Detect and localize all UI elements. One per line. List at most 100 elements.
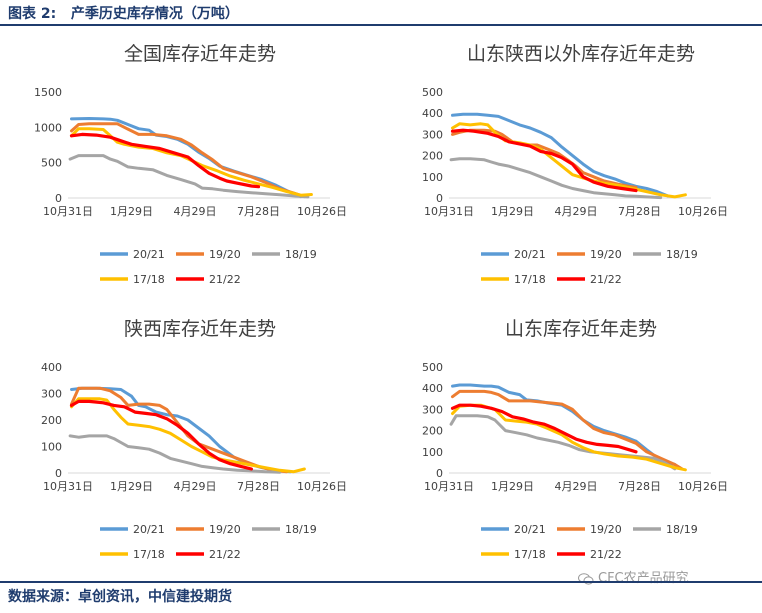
legend-item: 18/19 <box>252 523 317 536</box>
chart-title: 陕西库存近年走势 <box>124 318 276 340</box>
legend-item: 21/22 <box>176 273 241 286</box>
y-tick-label: 0 <box>436 467 443 480</box>
series-line-21-22 <box>450 128 638 193</box>
watermark: CFC农产品研究 <box>578 567 689 586</box>
legend-item: 20/21 <box>481 523 546 536</box>
legend-item: 17/18 <box>100 548 165 561</box>
y-tick-label: 400 <box>422 107 443 120</box>
y-tick-label: 100 <box>422 171 443 184</box>
chart-national-inventory: 全国库存近年走势 0 500 1000 1500 10月31日 1月29日 4月29日 7月28… <box>34 43 347 286</box>
legend-item: 20/21 <box>481 248 546 261</box>
y-tick-label: 500 <box>422 86 443 99</box>
y-tick-label: 300 <box>422 128 443 141</box>
series-line-19-20 <box>70 386 289 474</box>
legend-label: 21/22 <box>209 273 241 286</box>
legend-item: 21/22 <box>557 273 622 286</box>
legend-item: 18/19 <box>252 248 317 261</box>
x-tick-label: 1月29日 <box>491 205 534 218</box>
x-tick-label: 7月28日 <box>237 480 280 493</box>
legend-label: 17/18 <box>133 548 165 561</box>
legend-item: 19/20 <box>176 248 241 261</box>
series-line-17-18 <box>451 403 687 472</box>
x-tick-label: 10月26日 <box>297 205 347 218</box>
series-line-20-21 <box>451 383 677 466</box>
series-line-18-19 <box>449 157 663 200</box>
header-divider <box>0 24 762 26</box>
x-tick-label: 10月31日 <box>424 205 474 218</box>
legend-label: 20/21 <box>133 523 165 536</box>
legend-item: 18/19 <box>633 523 698 536</box>
legend-item: 17/18 <box>481 273 546 286</box>
y-tick-label: 200 <box>422 425 443 438</box>
y-tick-label: 100 <box>422 446 443 459</box>
x-tick-label: 4月29日 <box>555 205 598 218</box>
y-tick-label: 400 <box>422 382 443 395</box>
chart-title: 全国库存近年走势 <box>124 43 276 65</box>
y-tick-label: 0 <box>436 192 443 205</box>
legend-item: 19/20 <box>557 523 622 536</box>
legend-label: 19/20 <box>590 248 622 261</box>
y-tick-label: 200 <box>41 414 62 427</box>
legend-label: 19/20 <box>590 523 622 536</box>
x-tick-label: 7月28日 <box>618 205 661 218</box>
legend-label: 17/18 <box>514 273 546 286</box>
legend-item: 17/18 <box>481 548 546 561</box>
series-line-18-19 <box>449 414 677 471</box>
x-tick-label: 10月26日 <box>297 480 347 493</box>
legend-label: 17/18 <box>133 273 165 286</box>
legend-label: 19/20 <box>209 523 241 536</box>
legend-item: 21/22 <box>176 548 241 561</box>
x-tick-label: 7月28日 <box>237 205 280 218</box>
x-tick-label: 1月29日 <box>110 205 153 218</box>
legend-item: 19/20 <box>176 523 241 536</box>
legend-label: 19/20 <box>209 248 241 261</box>
x-tick-label: 10月26日 <box>678 205 728 218</box>
series-line-21-22 <box>450 403 638 454</box>
x-tick-label: 1月29日 <box>110 480 153 493</box>
legend-item: 20/21 <box>100 523 165 536</box>
legend-label: 21/22 <box>209 548 241 561</box>
x-tick-label: 1月29日 <box>491 480 534 493</box>
y-tick-label: 400 <box>41 361 62 374</box>
series-line-20-21 <box>451 112 670 198</box>
legend-label: 18/19 <box>285 248 317 261</box>
chart-title: 山东陕西以外库存近年走势 <box>467 43 695 65</box>
x-tick-label: 4月29日 <box>174 205 217 218</box>
series-line-19-20 <box>70 122 306 199</box>
series-line-18-19 <box>68 154 310 199</box>
y-tick-label: 500 <box>422 361 443 374</box>
chart-shaanxi-inventory: 陕西库存近年走势 0 100 200 300 400 10月31日 1月29日 4月29日 7月2… <box>41 318 347 561</box>
x-tick-label: 10月31日 <box>424 480 474 493</box>
legend-label: 18/19 <box>666 248 698 261</box>
figure-title: 图表 2: 产季历史库存情况（万吨） <box>8 6 239 22</box>
source-note: 数据来源：卓创资讯，中信建投期货 <box>8 589 232 605</box>
legend-item: 18/19 <box>633 248 698 261</box>
legend-item: 21/22 <box>557 548 622 561</box>
legend-item: 19/20 <box>557 248 622 261</box>
series-line-17-18 <box>70 397 306 474</box>
legend-item: 20/21 <box>100 248 165 261</box>
x-tick-label: 4月29日 <box>555 480 598 493</box>
legend-item: 17/18 <box>100 273 165 286</box>
chart-title: 山东库存近年走势 <box>505 318 657 340</box>
legend-label: 20/21 <box>514 248 546 261</box>
legend-label: 21/22 <box>590 548 622 561</box>
series-line-18-19 <box>68 434 282 474</box>
legend-label: 17/18 <box>514 548 546 561</box>
series-line-17-18 <box>451 122 687 199</box>
y-tick-label: 300 <box>41 388 62 401</box>
y-tick-label: 100 <box>41 441 62 454</box>
legend-label: 21/22 <box>590 273 622 286</box>
series-line-19-20 <box>451 128 638 189</box>
y-tick-label: 200 <box>422 150 443 163</box>
x-tick-label: 10月31日 <box>43 480 93 493</box>
series-line-19-20 <box>451 389 684 471</box>
chart-shandong-inventory: 山东库存近年走势 0 100 200 300 400 500 10月31日 1月29日 4月29日… <box>422 318 728 561</box>
x-tick-label: 10月26日 <box>678 480 728 493</box>
x-tick-label: 4月29日 <box>174 480 217 493</box>
legend-label: 18/19 <box>285 523 317 536</box>
legend-label: 20/21 <box>514 523 546 536</box>
y-tick-label: 500 <box>41 157 62 170</box>
x-tick-label: 10月31日 <box>43 205 93 218</box>
footer-divider <box>0 581 762 583</box>
